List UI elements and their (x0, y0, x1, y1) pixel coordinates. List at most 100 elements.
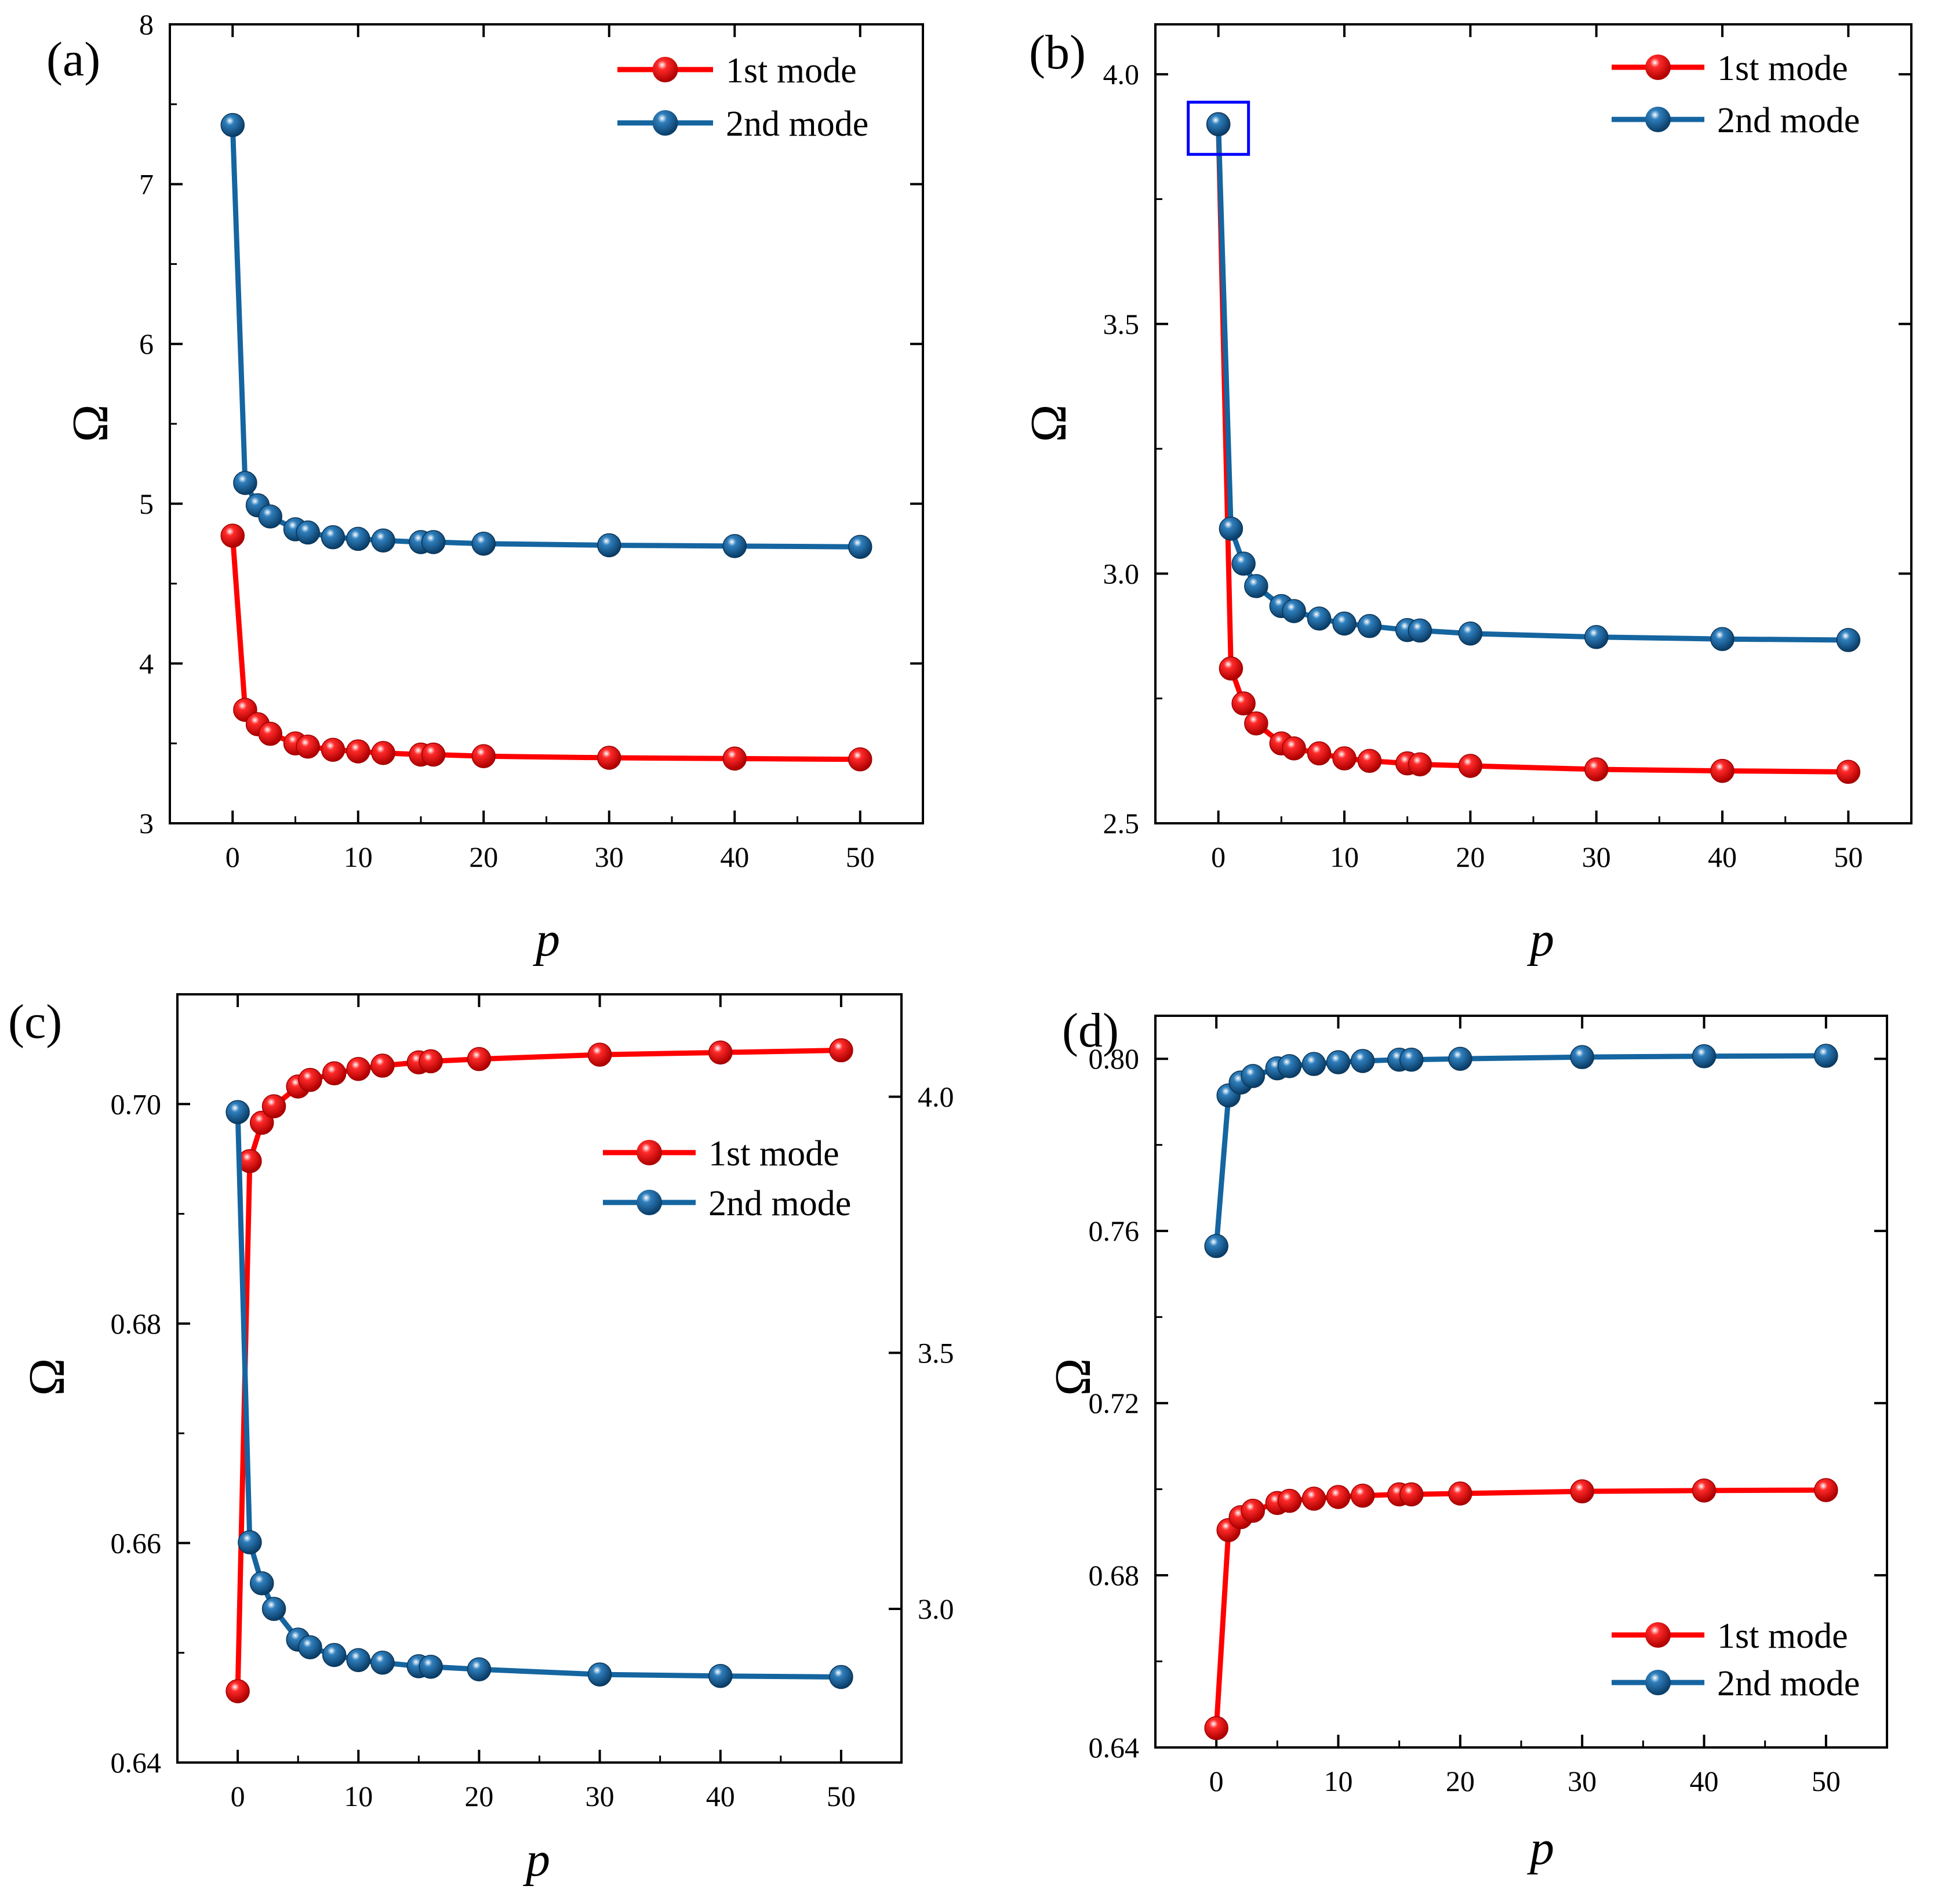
data-point (848, 535, 872, 559)
legend-label: 2nd mode (726, 104, 868, 144)
data-point (346, 1648, 370, 1673)
data-point (1399, 1047, 1424, 1072)
panel-label: (c) (8, 995, 62, 1049)
data-point (419, 1049, 443, 1074)
x-tick-label: 50 (827, 1780, 856, 1812)
y2-tick-label: 3.5 (918, 1336, 954, 1369)
data-point (467, 1047, 492, 1071)
data-point (1301, 1487, 1326, 1511)
y-axis-label: Ω (63, 404, 119, 442)
x-axis-label: p (533, 913, 560, 966)
data-point (1350, 1049, 1375, 1073)
data-point (1307, 606, 1332, 631)
data-point (258, 504, 282, 529)
data-point (249, 1571, 274, 1596)
plot-frame (1154, 23, 1912, 824)
legend-label: 1st mode (708, 1134, 839, 1173)
data-point (1692, 1044, 1717, 1069)
plot-frame (169, 23, 924, 824)
x-tick-label: 20 (1456, 841, 1485, 873)
data-point (346, 526, 370, 551)
panel-label: (b) (1029, 26, 1086, 79)
y-tick-label: 3.0 (1103, 557, 1140, 590)
y-tick-label: 4 (139, 647, 154, 680)
data-point (1357, 748, 1382, 773)
data-point (1584, 625, 1609, 649)
data-point (467, 1657, 492, 1681)
legend-swatch-marker (652, 110, 678, 136)
data-point (1204, 1716, 1228, 1741)
data-point (1408, 618, 1432, 643)
data-point (261, 1597, 286, 1621)
y-tick-label: 0.80 (1089, 1042, 1140, 1075)
data-point (1241, 1064, 1266, 1088)
data-point (1301, 1052, 1326, 1076)
data-point (322, 1061, 347, 1086)
x-tick-label: 30 (595, 841, 624, 873)
data-point (587, 1662, 612, 1687)
data-point (296, 520, 320, 545)
y-tick-label: 3 (139, 807, 154, 840)
data-point (708, 1040, 733, 1065)
x-tick-label: 20 (1446, 1765, 1475, 1797)
highlight-box (1187, 100, 1250, 156)
data-point (1219, 656, 1243, 681)
legend-label: 1st mode (726, 51, 857, 90)
x-tick-label: 40 (1690, 1765, 1719, 1797)
data-point (346, 739, 370, 764)
legend-swatch-marker (1645, 1622, 1671, 1648)
data-point (1326, 1485, 1351, 1509)
data-point (597, 746, 621, 770)
x-tick-label: 0 (1211, 841, 1226, 873)
x-axis-label: p (1527, 913, 1554, 966)
data-point (1710, 627, 1735, 651)
y-tick-label: 0.68 (111, 1307, 162, 1340)
data-point (370, 1053, 395, 1078)
data-point (419, 1655, 443, 1679)
data-point (421, 530, 446, 554)
series-line-2 (230, 125, 860, 550)
y-tick-label: 2.5 (1103, 807, 1140, 840)
data-point (233, 471, 257, 495)
data-point (1282, 599, 1306, 623)
data-point (421, 742, 446, 767)
x-tick-label: 0 (1209, 1765, 1224, 1797)
x-tick-label: 20 (464, 1780, 493, 1812)
data-point (1206, 112, 1231, 136)
legend-label: 1st mode (1717, 1616, 1848, 1656)
data-point (371, 740, 395, 765)
data-point (1332, 746, 1357, 771)
x-axis-label: p (523, 1833, 550, 1887)
data-point (1326, 1050, 1351, 1074)
chart-panel-d: 0 10 20 30 40 50 0.64 0.68 0.72 0.76 0.80 p Ω (d) 1st … (1045, 1004, 1888, 1875)
data-point (1584, 757, 1609, 782)
data-point (1277, 1488, 1302, 1513)
data-point (249, 1110, 274, 1135)
x-tick-label: 0 (226, 841, 240, 873)
data-point (1244, 574, 1268, 598)
legend-swatch-marker (637, 1190, 662, 1215)
legend-swatch-marker (652, 57, 678, 82)
data-point (722, 746, 747, 771)
data-point (1570, 1045, 1594, 1070)
y-tick-label: 0.68 (1089, 1559, 1140, 1591)
data-point (321, 525, 346, 550)
data-point (1570, 1479, 1594, 1504)
data-point (1692, 1478, 1717, 1503)
y-tick-label: 0.70 (111, 1088, 162, 1120)
data-point (298, 1635, 322, 1659)
data-point (1282, 736, 1306, 761)
legend-swatch-marker (1645, 107, 1671, 132)
series-line-2 (1213, 1053, 1826, 1247)
y-tick-label: 7 (139, 168, 154, 201)
data-point (587, 1042, 612, 1067)
data-point (1814, 1478, 1838, 1502)
x-tick-label: 10 (344, 1780, 373, 1812)
x-tick-label: 40 (1708, 841, 1737, 873)
chart-panel-c: 0 10 20 30 40 50 0.64 0.66 0.68 0.70 3.0 3.5 4.0 p Ω (c… (8, 993, 954, 1887)
data-point (1399, 1482, 1424, 1507)
data-point (1458, 621, 1483, 646)
legend-label: 2nd mode (1717, 1664, 1860, 1703)
data-point (829, 1665, 853, 1689)
